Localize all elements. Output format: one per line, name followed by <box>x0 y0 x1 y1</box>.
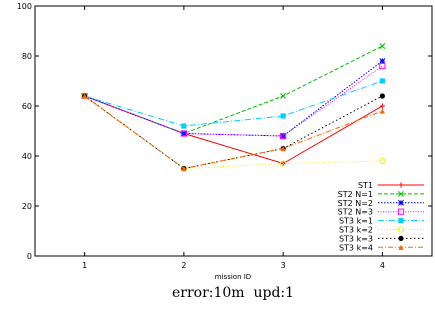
legend-marker <box>398 218 404 224</box>
data-point <box>280 132 287 140</box>
legend-marker <box>398 199 404 206</box>
legend-label: ST3 k=3 <box>339 234 373 243</box>
data-point <box>180 130 187 137</box>
data-point <box>180 130 187 137</box>
data-point <box>379 157 386 165</box>
legend-marker <box>397 226 405 233</box>
data-point <box>82 93 88 99</box>
x-axis-label: mission ID <box>215 273 251 281</box>
chart-caption: error:10m upd:1 <box>172 285 294 301</box>
x-tick-label: 2 <box>181 261 186 270</box>
series-line <box>84 95 383 165</box>
y-tick-label: 20 <box>22 202 32 211</box>
legend-marker <box>397 208 405 215</box>
x-tick-label: 3 <box>281 261 286 270</box>
data-point <box>379 108 385 114</box>
series-line <box>84 80 383 127</box>
legend-label: ST3 k=2 <box>339 226 373 235</box>
series-line <box>84 65 383 137</box>
series-line <box>84 95 383 170</box>
x-tick-label: 1 <box>82 261 87 270</box>
y-tick-label: 0 <box>27 252 32 261</box>
legend-label: ST2 N=1 <box>338 190 373 199</box>
legend-marker <box>398 235 404 241</box>
data-point <box>379 93 385 99</box>
series-line <box>84 60 383 137</box>
y-axis-ticks: 0 20 40 60 80 100 <box>17 2 432 261</box>
legend-marker <box>398 244 404 250</box>
x-tick-label: 4 <box>380 261 385 270</box>
x-axis-ticks: 1 2 3 4 <box>82 6 385 270</box>
data-point <box>181 165 187 172</box>
data-point <box>379 78 385 84</box>
y-tick-label: 60 <box>22 102 32 111</box>
legend-label: ST2 N=2 <box>338 199 373 208</box>
y-tick-label: 40 <box>22 152 32 161</box>
data-point <box>379 58 386 64</box>
series-line <box>84 45 383 135</box>
series-lines <box>81 43 386 172</box>
legend-marker <box>398 182 404 188</box>
legend-marker <box>398 190 404 197</box>
data-point <box>280 160 287 167</box>
legend-label: ST3 k=4 <box>339 243 373 252</box>
data-point <box>280 145 286 152</box>
data-point <box>379 103 385 109</box>
data-point <box>280 93 287 99</box>
y-tick-label: 100 <box>17 2 32 11</box>
legend-label: ST3 k=1 <box>339 217 373 226</box>
data-point <box>379 43 386 49</box>
data-point <box>379 62 386 70</box>
data-point <box>181 123 187 129</box>
data-point <box>280 113 286 119</box>
legend-label: ST2 N=3 <box>338 208 373 217</box>
y-tick-label: 80 <box>22 52 32 61</box>
legend-label: ST1 <box>358 181 373 190</box>
plot-frame <box>34 5 433 257</box>
